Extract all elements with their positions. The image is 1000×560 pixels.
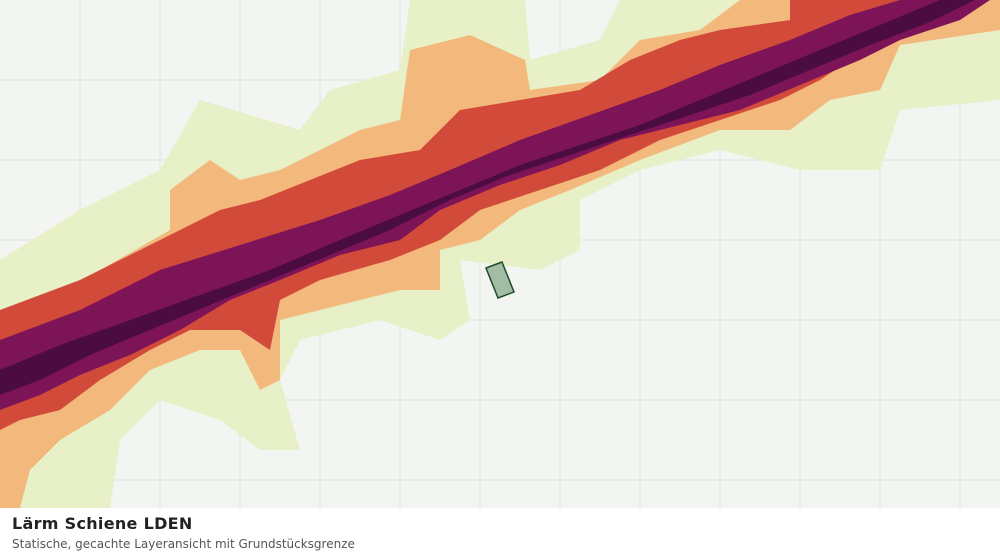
map-subtitle: Statische, gecachte Layeransicht mit Gru…	[12, 537, 355, 551]
noise-zone-extreme	[0, 0, 975, 395]
map-title: Lärm Schiene LDEN	[12, 514, 193, 533]
map	[0, 0, 1000, 508]
noise-zone-very-high	[0, 0, 990, 410]
parcel-boundary	[485, 261, 515, 299]
noise-zone-medium	[0, 0, 1000, 508]
caption: Lärm Schiene LDEN Statische, gecachte La…	[0, 508, 1000, 560]
